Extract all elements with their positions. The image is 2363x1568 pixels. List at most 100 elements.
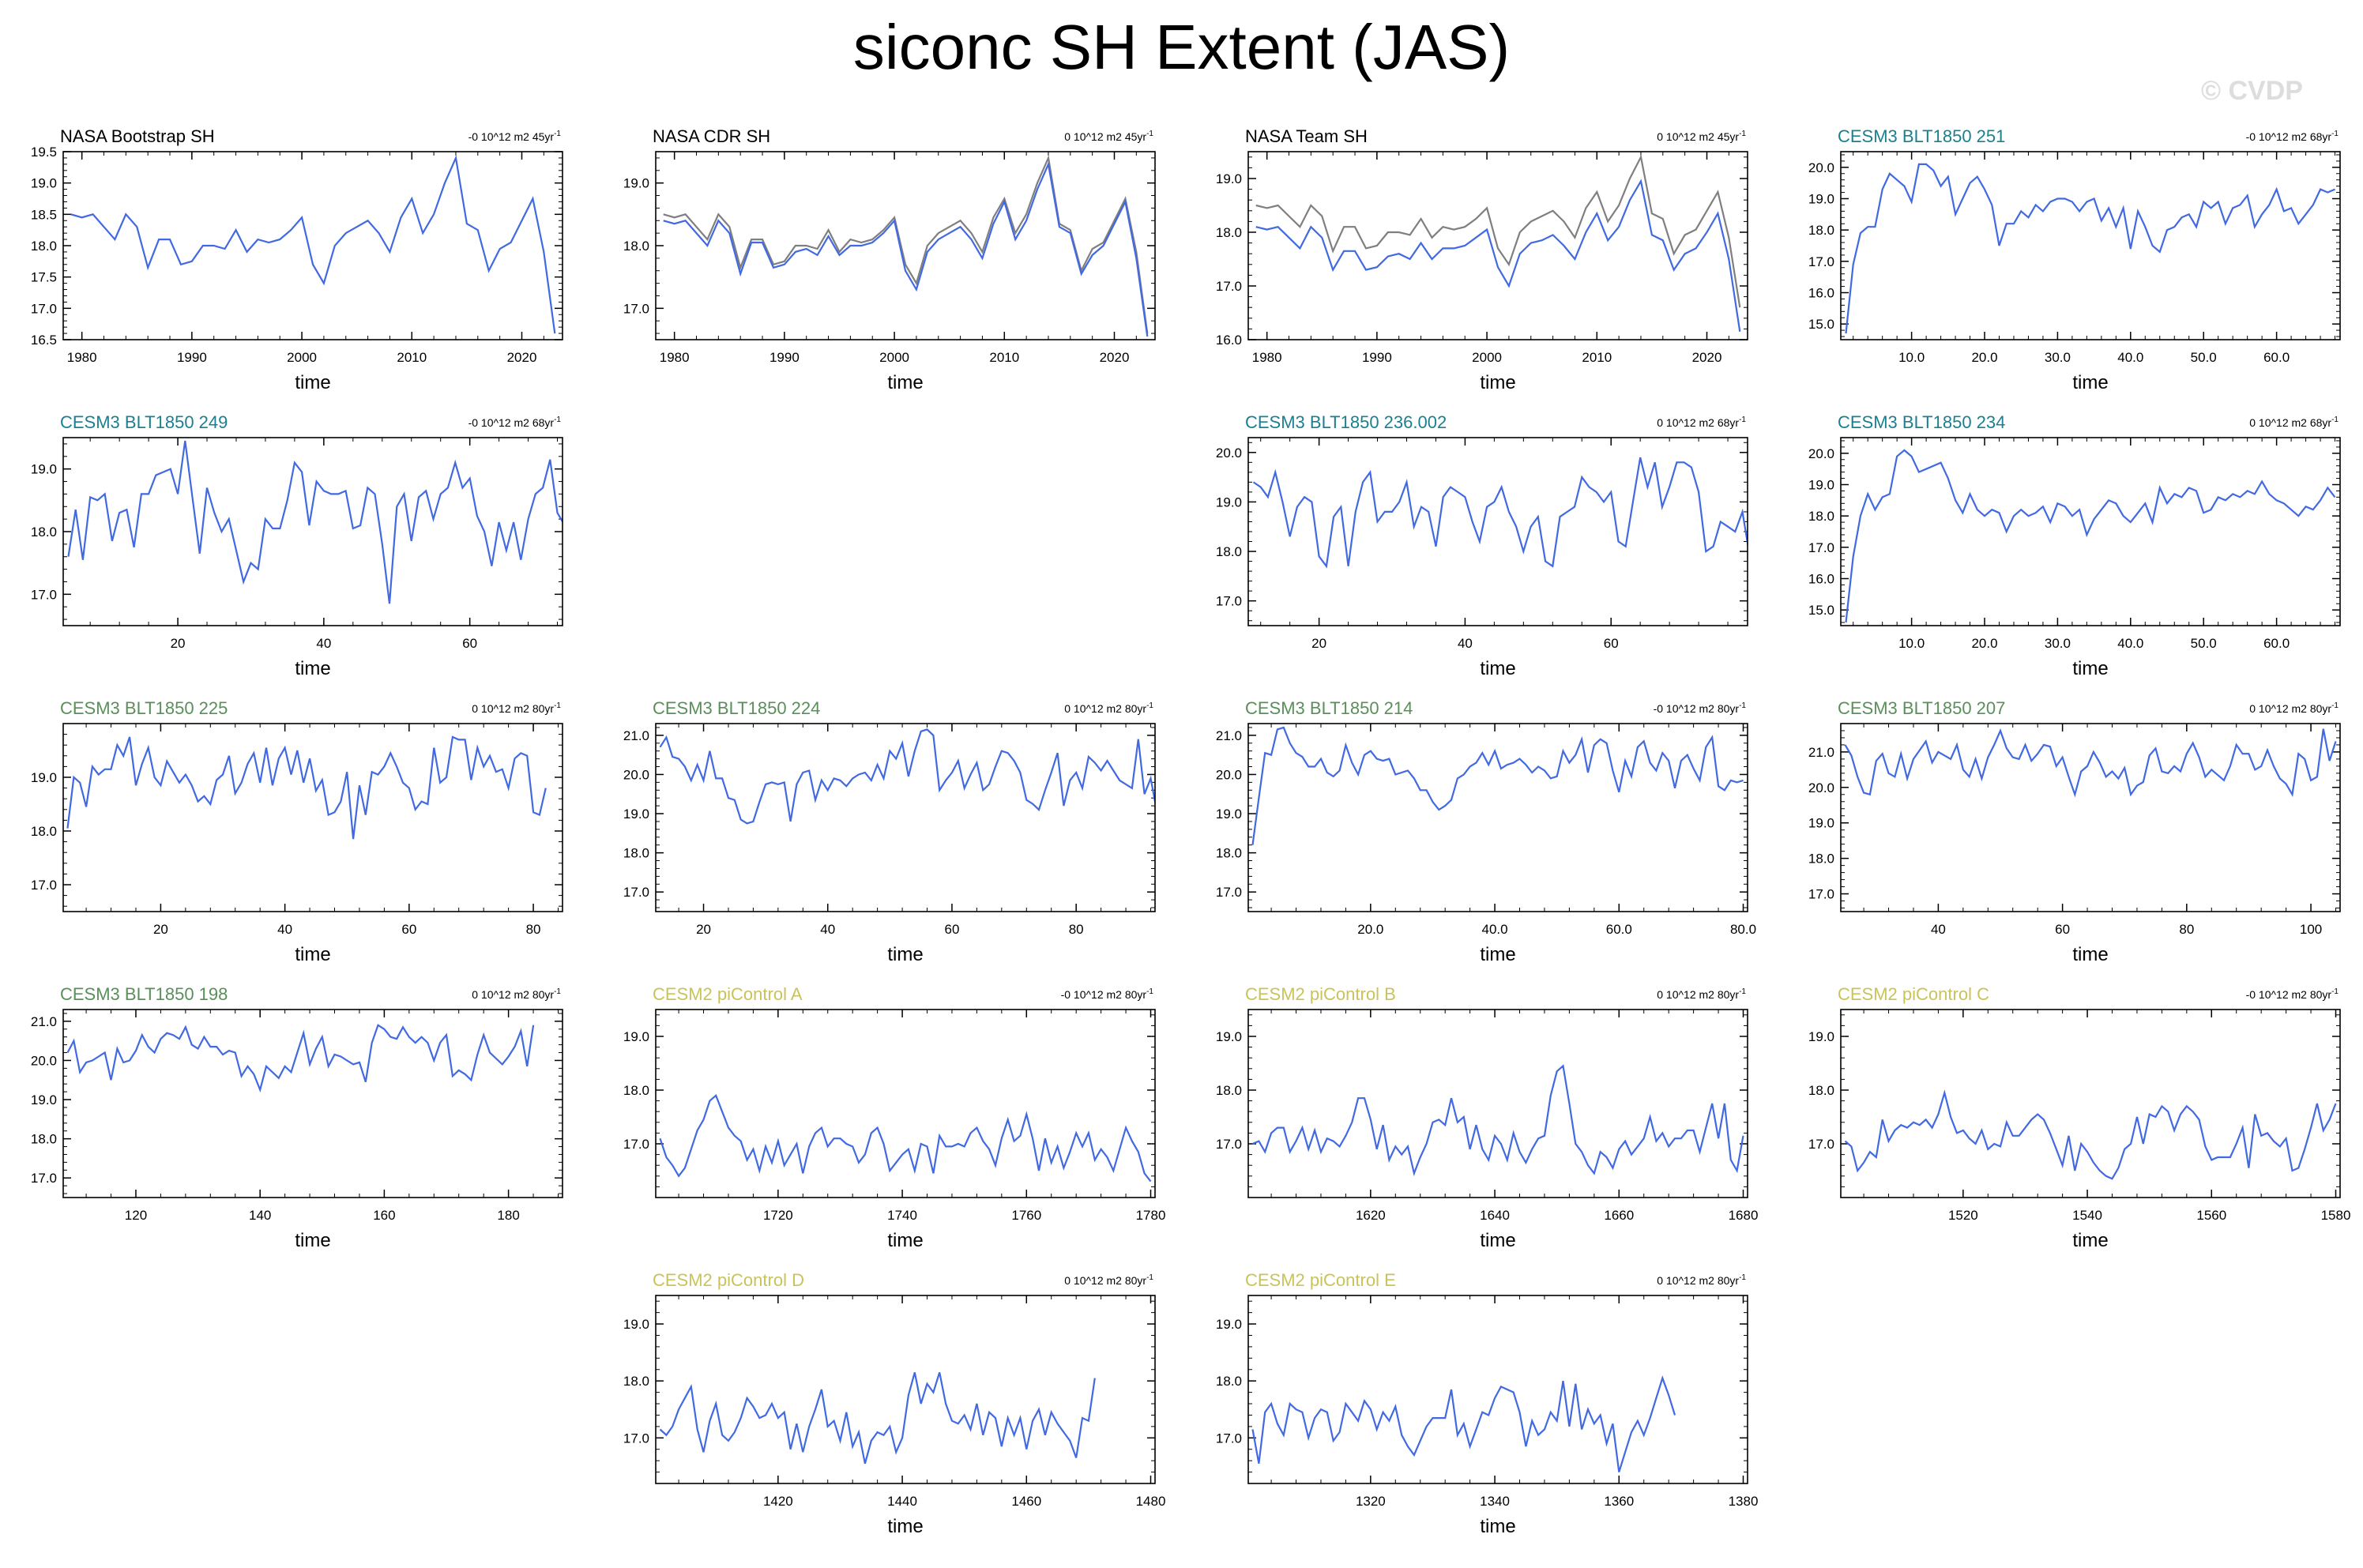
y-tick-label: 18.0 [1216,846,1242,861]
x-tick-label: 50.0 [2191,350,2217,365]
y-tick-label: 17.0 [31,1171,57,1186]
y-tick-label: 21.0 [1808,745,1834,760]
x-tick-label: 1420 [763,1494,793,1509]
x-tick-label: 2010 [397,350,427,365]
trend-label: -0 10^12 m2 80yr-1 [1061,987,1154,1001]
y-tick-label: 17.0 [1808,887,1834,902]
y-tick-label: 18.0 [623,1083,649,1098]
plot-frame [1840,723,2341,912]
y-tick-label: 19.0 [1808,192,1834,207]
y-tick-label: 18.0 [31,239,57,254]
panel-title: CESM3 BLT1850 251 [1838,126,2005,146]
chart-panel-4: CESM3 BLT1850 251 -0 10^12 m2 68yr-1 15.0 1… [1808,126,2341,393]
x-tick-label: 50.0 [2191,636,2217,651]
y-tick-label: 19.0 [1216,807,1242,822]
x-axis-label: time [887,1230,923,1251]
plot-frame [1247,723,1748,912]
x-tick-label: 80 [1069,922,1084,937]
plot-frame [1840,1009,2341,1198]
x-tick-label: 40 [316,636,331,651]
panel-title: CESM2 piControl A [653,984,803,1004]
panel-title: CESM3 BLT1850 207 [1838,698,2005,718]
x-tick-label: 40.0 [2117,350,2143,365]
x-tick-label: 1980 [67,350,97,365]
plot-frame [1840,437,2341,626]
x-tick-label: 1320 [1356,1494,1386,1509]
x-tick-label: 60.0 [2263,350,2290,365]
x-tick-label: 30.0 [2045,350,2071,365]
x-tick-label: 60 [944,922,959,937]
chart-panel-1: NASA Bootstrap SH -0 10^12 m2 45yr-1 16.5 1… [31,126,563,393]
y-tick-label: 17.0 [1216,885,1242,900]
x-tick-label: 1640 [1480,1208,1510,1223]
panel-title: CESM3 BLT1850 224 [653,698,820,718]
x-tick-label: 1720 [763,1208,793,1223]
trend-label: -0 10^12 m2 68yr-1 [468,416,562,429]
panel-title: NASA Bootstrap SH [60,126,215,146]
x-tick-label: 20 [153,922,168,937]
chart-panel-10: CESM3 BLT1850 214 -0 10^12 m2 80yr-1 17.0 1… [1216,698,1756,965]
plot-frame [62,151,563,340]
y-tick-label: 18.5 [31,207,57,222]
series-line-cesm3-blt1850-207 [1844,728,2337,798]
x-tick-label: 20 [171,636,186,651]
x-tick-label: 60 [2055,922,2070,937]
x-tick-label: 1460 [1011,1494,1041,1509]
series-line-cesm3-blt1850-249 [67,440,563,604]
x-tick-label: 2000 [1472,350,1502,365]
x-tick-label: 10.0 [1898,350,1925,365]
x-tick-label: 1620 [1356,1208,1386,1223]
y-tick-label: 19.0 [1216,1029,1242,1044]
y-tick-label: 17.0 [1216,1431,1242,1446]
y-tick-label: 19.0 [623,1029,649,1044]
y-tick-label: 19.5 [31,145,57,160]
plot-frame [655,1009,1156,1198]
y-tick-label: 17.0 [1808,1137,1834,1152]
y-tick-label: 18.0 [1808,223,1834,238]
series-line-cesm2-picontrol-d [659,1372,1096,1465]
y-tick-label: 19.0 [31,770,57,785]
x-axis-label: time [887,372,923,393]
x-tick-label: 1480 [1136,1494,1166,1509]
series-line-cesm2-picontrol-c [1844,1089,2337,1180]
panel-title: CESM2 piControl B [1245,984,1396,1004]
panel-title: CESM2 piControl E [1245,1270,1396,1290]
y-tick-label: 18.0 [1808,1083,1834,1098]
x-tick-label: 40.0 [1482,922,1508,937]
plot-frame [62,723,563,912]
x-tick-label: 2020 [1692,350,1722,365]
series-line-cesm3-blt1850-214 [1251,726,1744,845]
x-tick-label: 40 [820,922,835,937]
chart-panel-16: CESM2 piControl D 0 10^12 m2 80yr-1 17.0 18… [623,1270,1166,1537]
chart-panel-11: CESM3 BLT1850 207 0 10^12 m2 80yr-1 17.0 18… [1808,698,2341,965]
page-title: siconc SH Extent (JAS) [852,12,1511,82]
y-tick-label: 19.0 [31,1092,57,1107]
y-tick-label: 20.0 [1808,160,1834,175]
series-line-cesm3-blt1850-251 [1845,163,2335,334]
x-axis-label: time [2072,372,2108,393]
x-tick-label: 2000 [287,350,317,365]
y-tick-label: 19.0 [1216,171,1242,186]
x-axis-label: time [1480,658,1515,679]
trend-label: 0 10^12 m2 68yr-1 [1657,416,1746,429]
x-tick-label: 2000 [879,350,909,365]
trend-label: -0 10^12 m2 68yr-1 [2246,130,2339,143]
trend-label: 0 10^12 m2 68yr-1 [2249,416,2339,429]
x-tick-label: 1980 [660,350,690,365]
y-tick-label: 15.0 [1808,603,1834,618]
series-line-cesm3-blt1850-234 [1845,449,2336,623]
x-tick-label: 40 [277,922,292,937]
y-tick-label: 19.0 [1216,1317,1242,1332]
x-tick-label: 180 [497,1208,519,1223]
x-tick-label: 20 [1311,636,1326,651]
x-tick-label: 1580 [2321,1208,2351,1223]
panel-title: CESM3 BLT1850 234 [1838,412,2005,432]
trend-label: 0 10^12 m2 80yr-1 [1657,987,1746,1001]
y-tick-label: 18.0 [31,824,57,839]
y-tick-label: 16.5 [31,333,57,348]
x-tick-label: 1520 [1948,1208,1978,1223]
chart-panel-7: CESM3 BLT1850 234 0 10^12 m2 68yr-1 15.0 16… [1808,412,2341,679]
y-tick-label: 17.0 [1808,254,1834,269]
y-tick-label: 19.0 [623,1317,649,1332]
